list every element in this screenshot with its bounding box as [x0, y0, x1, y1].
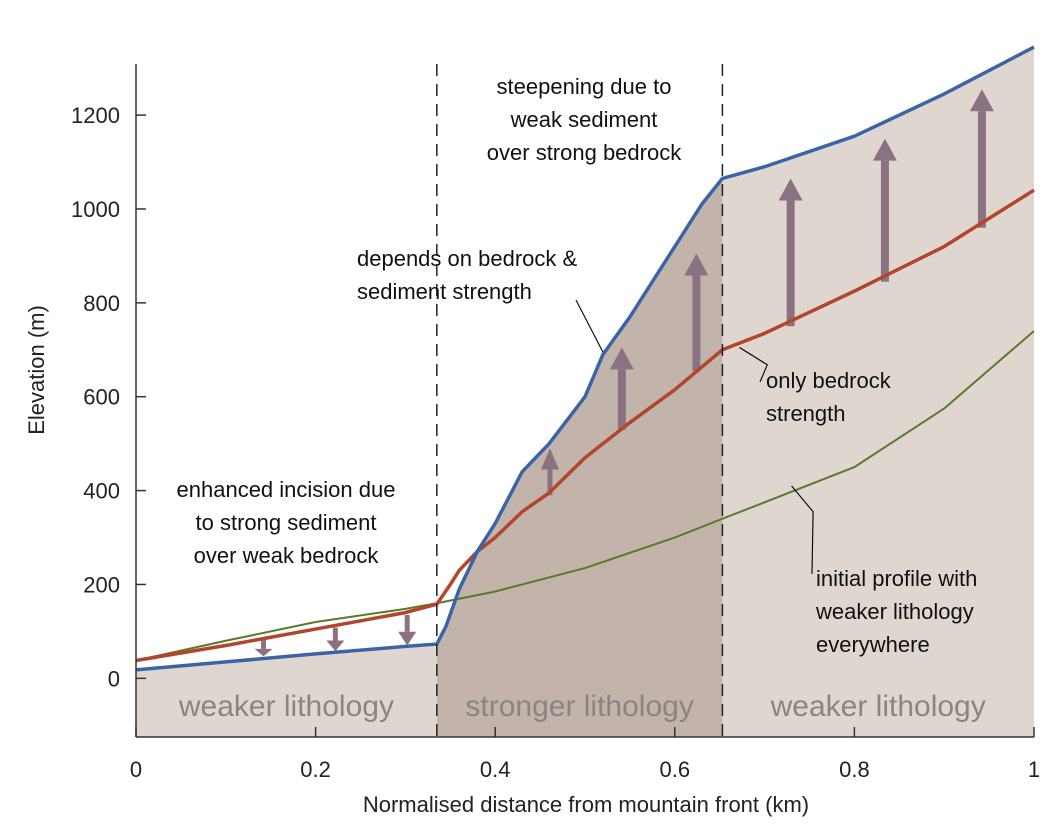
annotation-line: everywhere: [816, 632, 930, 657]
y-tick-label: 600: [83, 385, 120, 410]
arrow-head: [872, 138, 897, 161]
x-axis-title: Normalised distance from mountain front …: [363, 792, 809, 817]
annotation-steepening: steepening due to weak sediment over str…: [487, 74, 682, 165]
region-fill: [136, 644, 437, 737]
uplift-incision-arrows: [254, 89, 994, 657]
region-fill: [436, 178, 723, 737]
annotation-line: enhanced incision due: [177, 477, 396, 502]
arrow-head: [778, 178, 803, 201]
annotation-enhanced-incision: enhanced incision due to strong sediment…: [177, 477, 396, 568]
annotation-line: strength: [766, 401, 846, 426]
annotation-line: over strong bedrock: [487, 140, 682, 165]
series-line-red: [135, 188, 1035, 663]
pointer-line: [575, 299, 604, 353]
annotation-line: only bedrock: [766, 368, 892, 393]
annotation-line: weak sediment: [510, 107, 658, 132]
y-tick-label: 200: [83, 572, 120, 597]
region-labels: weaker lithology stronger lithology weaker…: [178, 690, 986, 723]
annotation-line: depends on bedrock &: [357, 246, 577, 271]
annotation-pointers: [575, 299, 814, 575]
lithology-regions: [136, 47, 1034, 737]
y-tick-label: 400: [83, 479, 120, 504]
y-tick-label: 1200: [71, 103, 120, 128]
y-tick-label: 1000: [71, 197, 120, 222]
x-tick-label: 0: [130, 757, 142, 782]
region-label: weaker lithology: [770, 690, 986, 723]
series-line-blue: [135, 45, 1035, 672]
x-tick-label: 0.4: [480, 757, 511, 782]
annotation-line: over weak bedrock: [194, 543, 380, 568]
annotation-line: sediment strength: [357, 279, 532, 304]
arrow-head: [540, 448, 559, 470]
x-tick-label: 1: [1028, 757, 1040, 782]
annotation-only-bedrock: only bedrock strength: [766, 368, 892, 426]
annotation-initial-profile: initial profile with weaker lithology ev…: [815, 566, 977, 657]
region-label: stronger lithology: [465, 690, 693, 723]
arrow-head: [326, 640, 345, 652]
arrow-head: [609, 347, 634, 370]
x-tick-label: 0.6: [660, 757, 691, 782]
series-line-green: [135, 330, 1035, 662]
arrow-head: [684, 253, 709, 276]
profile-series: [135, 45, 1035, 672]
pointer-line: [791, 485, 814, 575]
axes: 0 0.2 0.4 0.6 0.8 1 0 200 400 600 800 1000 1200: [71, 64, 1040, 782]
pointer-line: [739, 346, 769, 383]
x-tick-label: 0.8: [839, 757, 870, 782]
y-axis-title: Elevation (m): [24, 305, 49, 435]
region-fill: [722, 47, 1034, 737]
annotation-line: to strong sediment: [196, 510, 377, 535]
annotation-line: weaker lithology: [815, 599, 974, 624]
annotation-line: steepening due to: [497, 74, 672, 99]
arrow-head: [398, 631, 417, 646]
x-tick-label: 0.2: [300, 757, 331, 782]
annotation-depends: depends on bedrock & sediment strength: [357, 246, 577, 304]
arrow-head: [254, 648, 273, 657]
region-label: weaker lithology: [178, 690, 394, 723]
y-tick-label: 800: [83, 291, 120, 316]
y-tick-label: 0: [108, 666, 120, 691]
lithology-boundaries: [436, 64, 724, 737]
annotation-line: initial profile with: [816, 566, 977, 591]
arrow-head: [969, 89, 994, 112]
